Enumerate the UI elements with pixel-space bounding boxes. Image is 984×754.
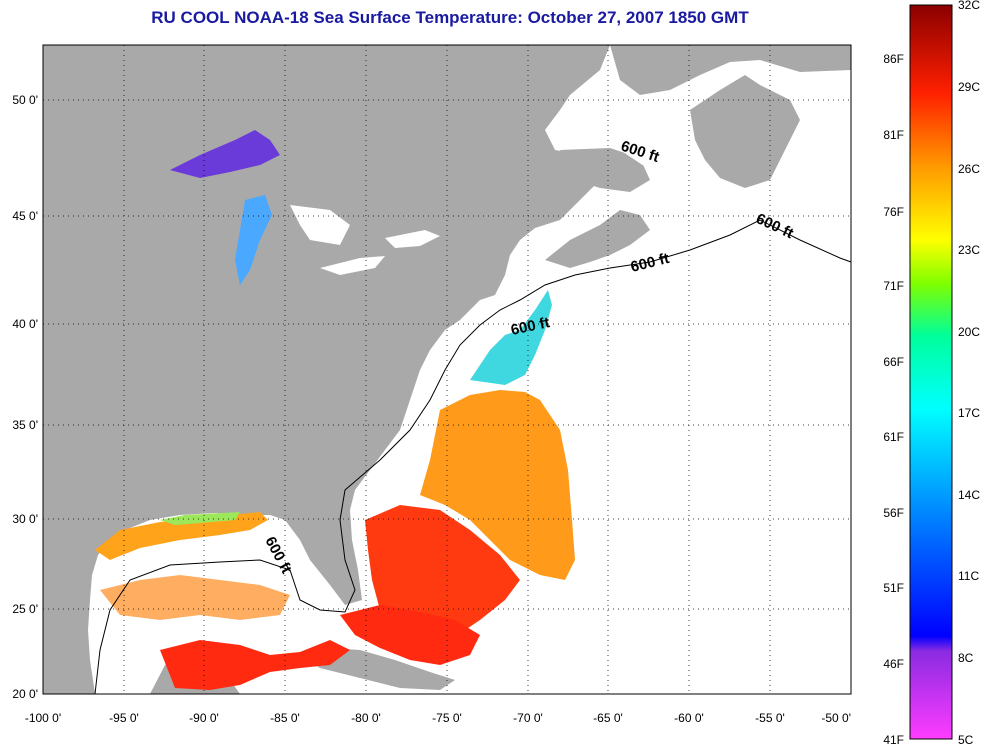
lat-tick-label: 30 0'	[12, 512, 38, 526]
newfoundland-land	[690, 75, 800, 188]
sst-gulf-south-hot	[160, 640, 350, 690]
legend-celsius-label: 14C	[958, 488, 980, 502]
legend-celsius-label: 26C	[958, 162, 980, 176]
lake-michigan	[235, 195, 272, 285]
legend-fahrenheit-label: 51F	[883, 581, 904, 595]
legend-celsius-label: 23C	[958, 243, 980, 257]
lake-erie	[320, 256, 385, 275]
sst-gulf-stream-warm	[420, 390, 575, 580]
sst-gulf-coast-green	[160, 512, 240, 525]
legend-celsius-label: 17C	[958, 406, 980, 420]
legend-fahrenheit-label: 86F	[883, 52, 904, 66]
legend-celsius-label: 20C	[958, 325, 980, 339]
legend-fahrenheit-label: 66F	[883, 355, 904, 369]
sst-caribbean-hot	[340, 605, 480, 665]
lat-axis: 50 0' 45 0' 40 0' 35 0' 30 0' 25 0' 20 0…	[12, 93, 38, 701]
lake-superior	[170, 130, 280, 178]
lon-tick-label: -80 0'	[351, 711, 381, 725]
lon-tick-label: -50 0'	[821, 711, 851, 725]
sst-gulf-coast-warm	[95, 512, 268, 560]
isobath-600ft-contour	[94, 219, 852, 695]
colorbar-fahrenheit-labels: 86F 81F 76F 71F 66F 61F 56F 51F 46F 41F	[883, 52, 904, 747]
lon-axis: -100 0' -95 0' -90 0' -85 0' -80 0' -75 …	[25, 711, 851, 725]
legend-fahrenheit-label: 46F	[883, 657, 904, 671]
lat-tick-label: 20 0'	[12, 687, 38, 701]
lon-tick-label: -75 0'	[432, 711, 462, 725]
legend-celsius-label: 29C	[958, 80, 980, 94]
lon-tick-label: -90 0'	[189, 711, 219, 725]
lon-tick-label: -100 0'	[25, 711, 61, 725]
lat-tick-label: 50 0'	[12, 93, 38, 107]
sst-gulf-scattered	[100, 575, 290, 620]
legend-fahrenheit-label: 71F	[883, 279, 904, 293]
labrador-land	[610, 45, 851, 95]
lat-tick-label: 25 0'	[12, 602, 38, 616]
legend-fahrenheit-label: 61F	[883, 430, 904, 444]
map-title: RU COOL NOAA-18 Sea Surface Temperature:…	[151, 8, 749, 27]
lon-tick-label: -70 0'	[513, 711, 543, 725]
graticule	[43, 45, 851, 694]
legend-fahrenheit-label: 41F	[883, 733, 904, 747]
gulf-region-land	[560, 148, 650, 192]
lon-tick-label: -55 0'	[755, 711, 785, 725]
lon-tick-label: -65 0'	[593, 711, 623, 725]
legend-fahrenheit-label: 56F	[883, 506, 904, 520]
colorbar-celsius-labels: 32C 29C 26C 23C 20C 17C 14C 11C 8C 5C	[958, 0, 980, 747]
lat-tick-label: 40 0'	[12, 317, 38, 331]
nova-scotia-land	[545, 210, 650, 268]
lake-ontario	[385, 230, 440, 248]
sst-slope-cool	[470, 290, 552, 385]
legend-celsius-label: 11C	[958, 569, 979, 583]
north-america-land	[43, 45, 610, 694]
lon-tick-label: -95 0'	[109, 711, 139, 725]
temperature-colorbar	[909, 4, 953, 740]
legend-celsius-label: 5C	[958, 733, 974, 747]
plot-frame	[42, 44, 852, 695]
lat-tick-label: 45 0'	[12, 209, 38, 223]
lat-tick-label: 35 0'	[12, 418, 38, 432]
lon-tick-label: -85 0'	[270, 711, 300, 725]
lake-huron	[290, 205, 350, 245]
legend-celsius-label: 32C	[958, 0, 980, 12]
legend-fahrenheit-label: 81F	[883, 128, 904, 142]
lon-tick-label: -60 0'	[674, 711, 704, 725]
legend-fahrenheit-label: 76F	[883, 205, 904, 219]
cuba-land	[300, 648, 455, 690]
legend-celsius-label: 8C	[958, 651, 974, 665]
st-lawrence-gulf	[570, 100, 690, 175]
